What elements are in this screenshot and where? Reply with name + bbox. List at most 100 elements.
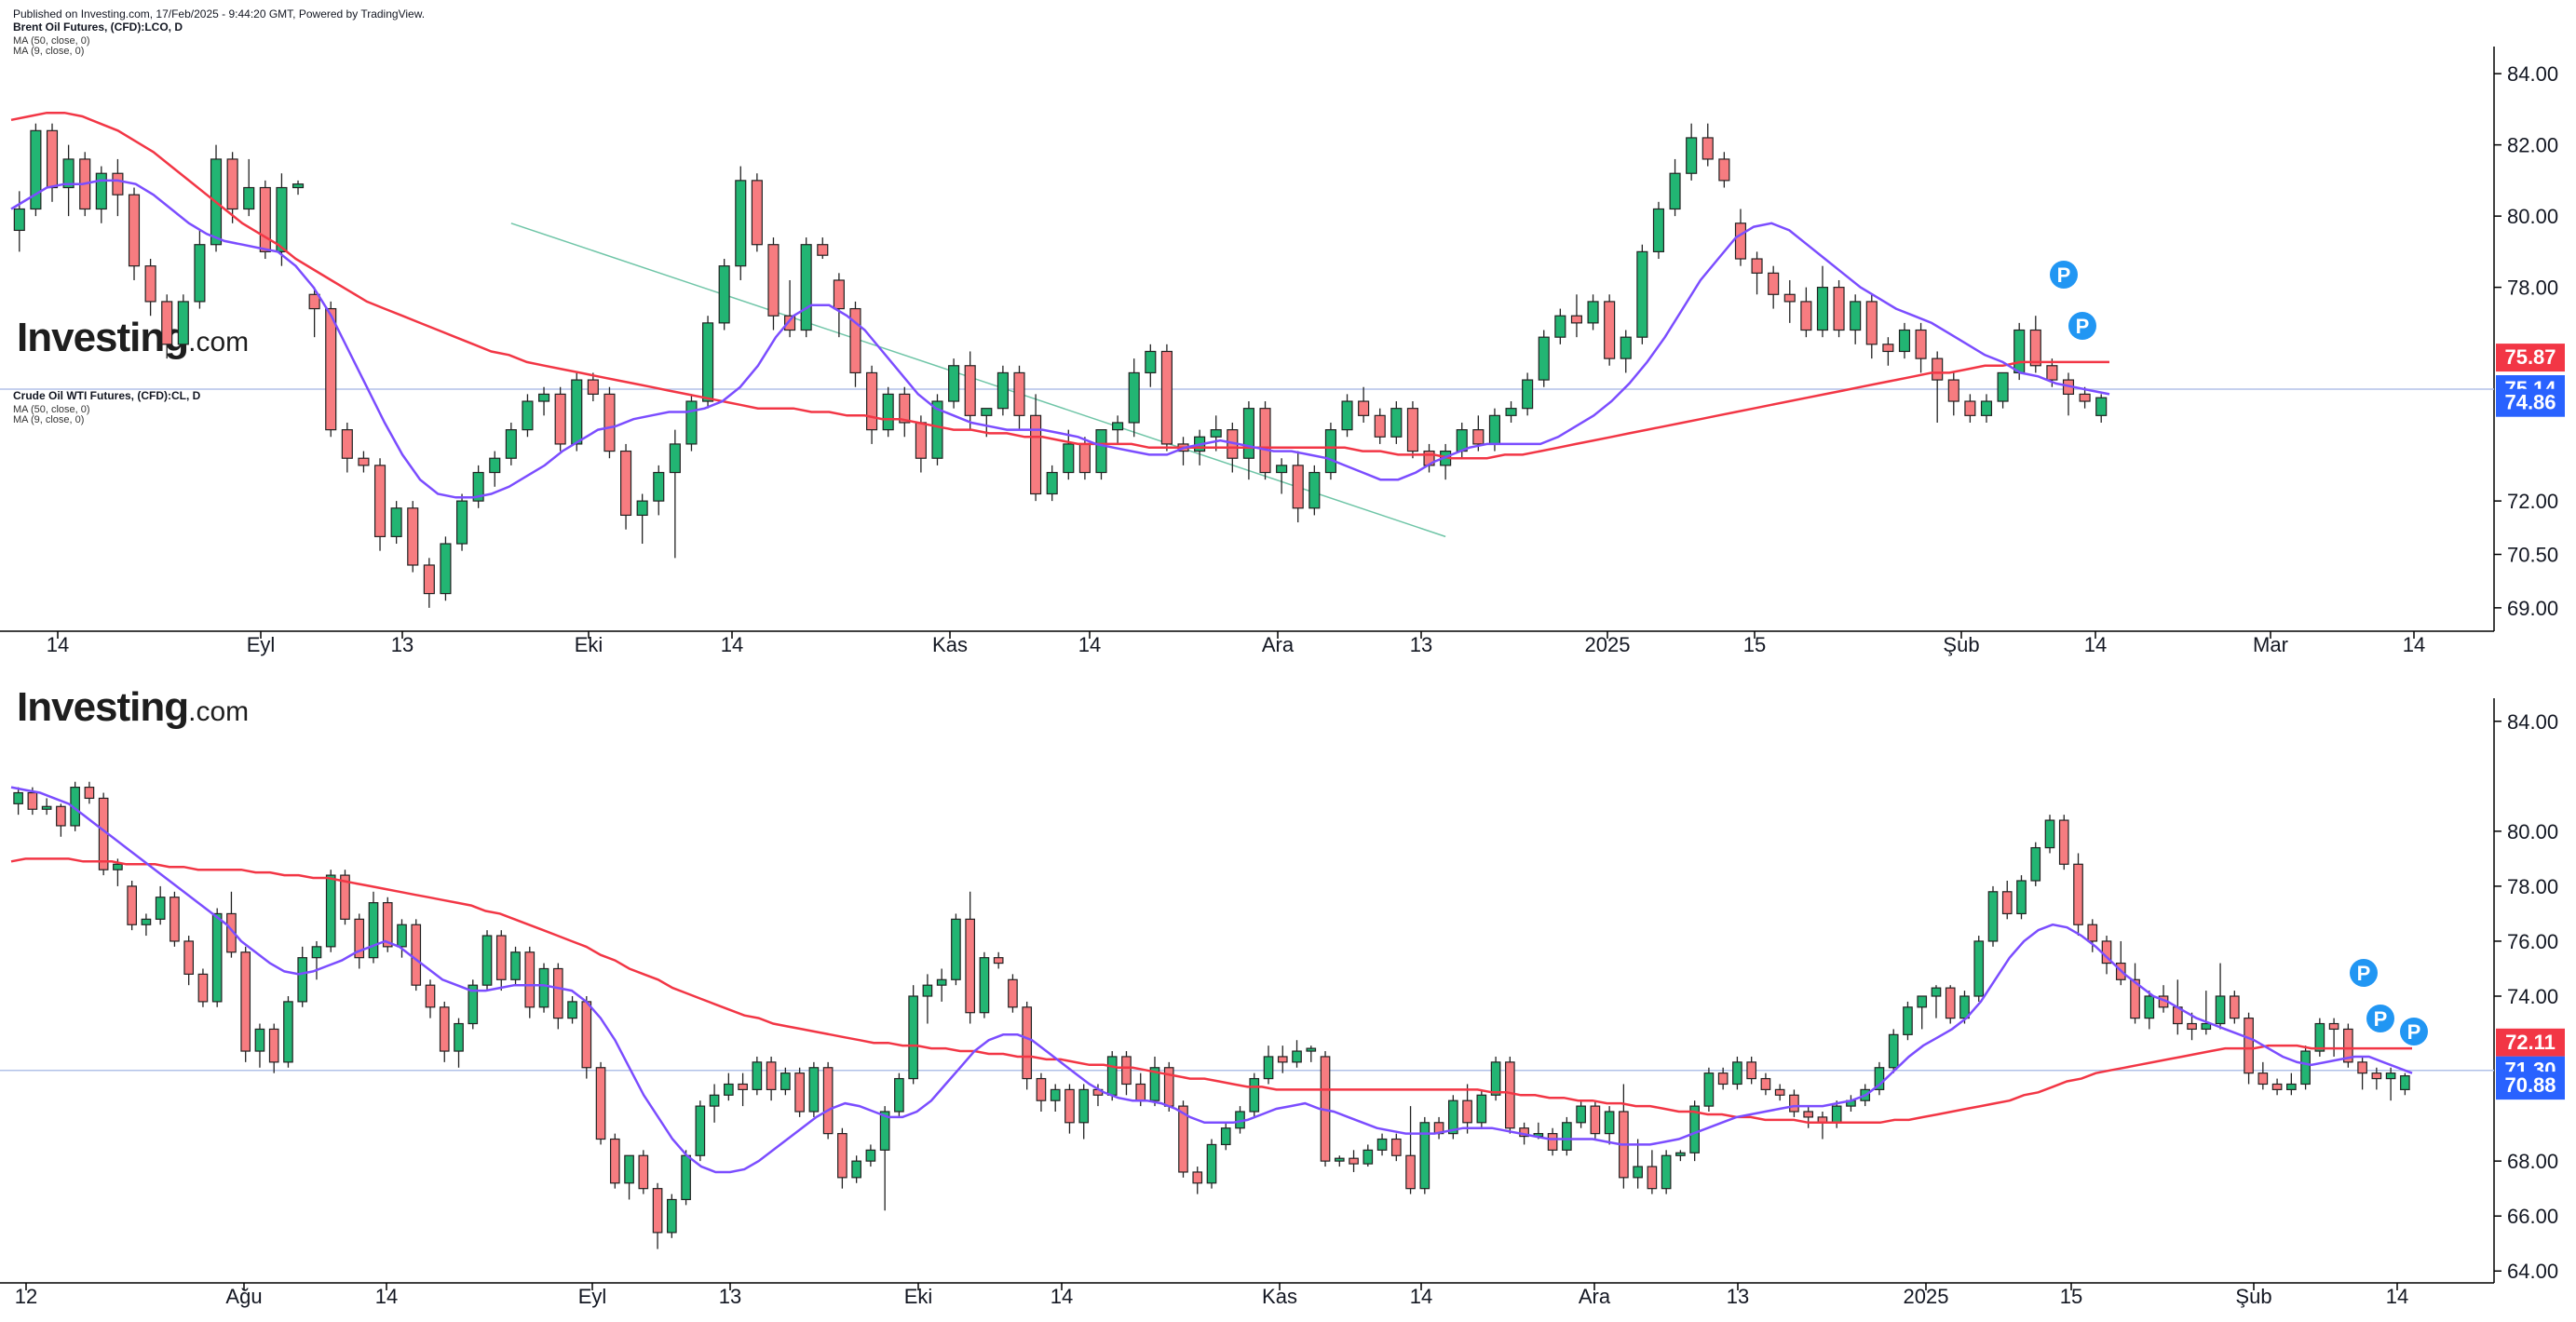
y-tick-label: 64.00	[2507, 1260, 2558, 1283]
candle-down	[1882, 337, 1894, 366]
candle-body	[1063, 443, 1075, 474]
candle-down	[128, 187, 141, 280]
candle-down	[1259, 401, 1271, 480]
candle-up	[1661, 1150, 1672, 1194]
candle-up	[2215, 963, 2226, 1030]
candle-down	[1774, 1084, 1785, 1101]
candle-down	[1160, 344, 1173, 452]
candle-body	[595, 1067, 606, 1140]
candle-body	[2328, 1022, 2339, 1031]
candle-body	[211, 912, 223, 1003]
candle-up	[283, 996, 293, 1068]
candle-down	[1647, 1150, 1658, 1194]
candle-down	[609, 1133, 620, 1189]
x-tick-label: 14	[47, 633, 69, 656]
candle-body	[1915, 329, 1927, 359]
ma50-line	[10, 857, 2412, 1125]
candle-up	[2400, 1072, 2410, 1096]
candle-body	[1462, 1099, 1472, 1124]
candle-up	[1206, 1139, 1217, 1189]
wti-chart[interactable]: 84.00 80.00 78.00 76.00 74.00 68.00 66.00 64.00…	[0, 698, 2565, 1308]
candle-up	[1703, 1067, 1715, 1112]
candle-body	[624, 1154, 634, 1184]
candle-body	[738, 1083, 748, 1090]
candle-body	[481, 935, 493, 986]
candle-up	[1276, 458, 1288, 494]
candle-body	[1308, 471, 1321, 509]
candle-up	[851, 1155, 861, 1183]
candle-body	[325, 307, 337, 431]
candle-body	[254, 1028, 265, 1052]
candle-up	[653, 465, 665, 516]
candle-down	[2257, 1061, 2269, 1090]
candle-up	[1476, 1089, 1487, 1128]
candle-body	[780, 1072, 791, 1090]
candle-body	[899, 393, 911, 424]
candle-down	[425, 979, 436, 1018]
candle-up	[41, 798, 52, 816]
candle-up	[1220, 1122, 1231, 1151]
candle-body	[113, 863, 123, 870]
candle-up	[1562, 1116, 1572, 1156]
candle-body	[2215, 995, 2226, 1025]
candle-up	[1292, 1040, 1302, 1068]
candle-body	[1050, 1088, 1061, 1101]
candle-up	[879, 1106, 890, 1211]
candle-up	[1846, 1095, 1856, 1112]
price-badge	[2496, 388, 2565, 417]
candle-up	[141, 913, 152, 937]
candle-body	[1022, 1006, 1033, 1080]
candle-up	[1888, 1029, 1899, 1073]
candle-body	[407, 507, 419, 566]
candle-down	[1192, 1167, 1203, 1194]
candle-body	[1702, 137, 1714, 160]
candle-down	[411, 919, 422, 992]
pin-label: P	[2407, 1020, 2421, 1044]
candle-body	[291, 183, 305, 189]
candle-down	[1505, 1056, 1515, 1134]
candle-up	[567, 996, 577, 1024]
candle-up	[1732, 1056, 1742, 1090]
candle-down	[340, 870, 350, 925]
candle-up	[1324, 422, 1336, 480]
candle-body	[2229, 995, 2240, 1019]
candle-body	[1898, 329, 1911, 353]
candle-body	[1505, 1061, 1515, 1129]
candle-body	[681, 1154, 691, 1201]
candle-body	[276, 186, 288, 252]
candle-down	[1121, 1051, 1132, 1096]
pin-label: P	[2076, 315, 2090, 338]
candle-down	[2079, 386, 2091, 409]
candle-down	[554, 386, 566, 452]
candle-body	[169, 897, 180, 942]
candle-body	[283, 1001, 293, 1063]
candle-body	[1931, 987, 1942, 997]
candle-body	[979, 957, 990, 1014]
candle-up	[865, 1144, 876, 1167]
candle-up	[1112, 415, 1124, 444]
candle-body	[411, 924, 422, 986]
candle-body	[127, 885, 137, 925]
candle-body	[1030, 414, 1042, 495]
candle-body	[1013, 371, 1025, 416]
candle-body	[95, 172, 107, 210]
x-tick-label: Mar	[2253, 633, 2288, 656]
brent-chart[interactable]: 84.00 82.00 80.00 78.00 72.00 70.50 69.00 14 Eyl…	[0, 47, 2565, 656]
candle-body	[1106, 1056, 1118, 1096]
candle-body	[1095, 429, 1107, 474]
candle-body	[311, 946, 322, 959]
candle-body	[1363, 1149, 1374, 1165]
price-badge	[2496, 1028, 2565, 1057]
candle-down	[993, 951, 1004, 969]
pin-marker	[2068, 312, 2096, 340]
candle-up	[1587, 294, 1599, 330]
candle-body	[177, 301, 189, 345]
candle-down	[1702, 123, 1714, 167]
candle-up	[636, 493, 648, 545]
candle-body	[1490, 1061, 1501, 1096]
candle-up	[1931, 985, 1942, 1018]
candle-down	[2343, 1023, 2353, 1068]
candle-body	[341, 429, 353, 459]
candle-body	[2371, 1072, 2382, 1080]
